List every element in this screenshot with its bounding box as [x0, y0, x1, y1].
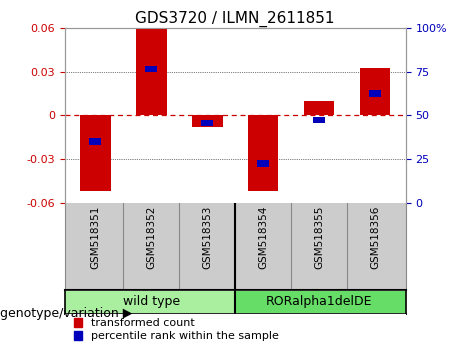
- Bar: [313, 116, 325, 123]
- Bar: [192, 115, 223, 127]
- Text: GSM518351: GSM518351: [90, 205, 100, 269]
- Bar: [145, 66, 157, 72]
- Text: wild type: wild type: [123, 296, 180, 308]
- Bar: [257, 160, 269, 167]
- Bar: [136, 28, 166, 115]
- Bar: [248, 115, 278, 191]
- Bar: [201, 120, 213, 126]
- Text: genotype/variation ▶: genotype/variation ▶: [0, 307, 132, 320]
- Text: GSM518356: GSM518356: [370, 205, 380, 269]
- Bar: [360, 68, 390, 115]
- Text: GSM518355: GSM518355: [314, 205, 324, 269]
- Text: GSM518354: GSM518354: [258, 205, 268, 269]
- Text: GSM518352: GSM518352: [146, 205, 156, 269]
- Bar: [235, 291, 406, 313]
- Bar: [65, 291, 235, 313]
- Bar: [89, 138, 101, 145]
- Bar: [369, 91, 381, 97]
- Title: GDS3720 / ILMN_2611851: GDS3720 / ILMN_2611851: [136, 11, 335, 27]
- Bar: [80, 115, 111, 191]
- Legend: transformed count, percentile rank within the sample: transformed count, percentile rank withi…: [73, 318, 279, 341]
- Text: RORalpha1delDE: RORalpha1delDE: [266, 296, 372, 308]
- Text: GSM518353: GSM518353: [202, 205, 212, 269]
- Bar: [304, 101, 334, 115]
